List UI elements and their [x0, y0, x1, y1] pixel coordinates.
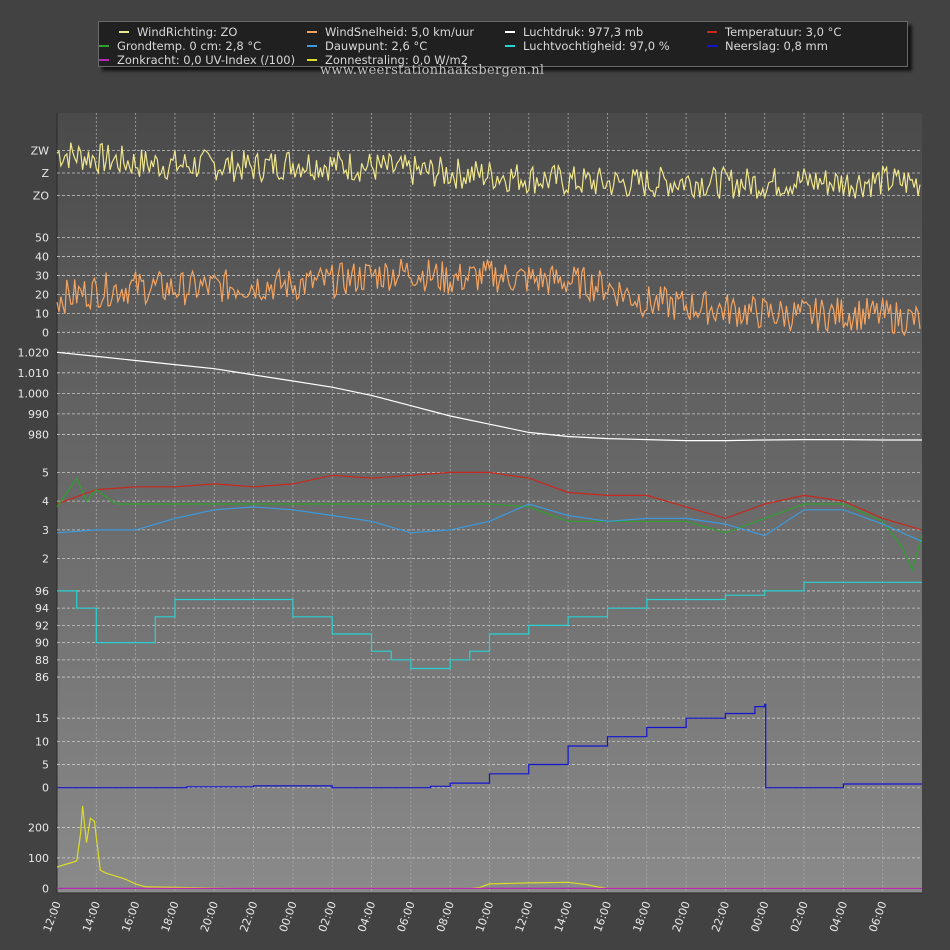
- x-tick-label: 06:00: [866, 900, 889, 934]
- legend-swatch-pressure: [505, 31, 515, 33]
- y-tick-label: 86: [35, 671, 49, 684]
- series-line-temperatuur: [56, 471, 923, 531]
- y-tick-label: 10: [35, 735, 49, 748]
- x-tick-label: 02:00: [788, 900, 811, 934]
- y-tick-label: 4: [42, 495, 49, 508]
- legend-swatch-rain: [707, 45, 717, 47]
- x-tick-label: 14:00: [552, 900, 575, 934]
- legend-label-uv: Zonkracht: 0,0 UV-Index (/100): [117, 53, 296, 67]
- y-tick-label: 200: [28, 821, 49, 834]
- legend-swatch-solar: [307, 59, 317, 61]
- series-line-windrichting: [56, 142, 921, 200]
- y-tick-label: 1.010: [18, 367, 50, 380]
- series-line-windsnelheid: [56, 258, 921, 337]
- x-tick-label: 20:00: [670, 900, 693, 934]
- legend-label-solar: Zonnestraling: 0,0 W/m2: [325, 53, 469, 67]
- legend-label-pressure: Luchtdruk: 977,3 mb: [523, 25, 644, 39]
- y-tick-label: 40: [35, 250, 49, 263]
- y-tick-label: 990: [28, 408, 49, 421]
- y-tick-label: 88: [35, 654, 49, 667]
- y-tick-label: 5: [42, 466, 49, 479]
- x-tick-label: 02:00: [316, 900, 339, 934]
- x-tick-label: 18:00: [631, 900, 654, 934]
- x-tick-label: 04:00: [827, 900, 850, 934]
- x-tick-label: 06:00: [395, 900, 418, 934]
- y-tick-label: ZO: [33, 190, 50, 203]
- y-tick-label: 20: [35, 288, 49, 301]
- y-tick-label: 980: [28, 428, 49, 441]
- y-tick-label: 90: [35, 637, 49, 650]
- x-tick-label: 10:00: [473, 900, 496, 934]
- series-line-zonnestraling: [56, 806, 922, 889]
- x-tick-label: 20:00: [198, 900, 221, 934]
- x-tick-label: 18:00: [159, 900, 182, 934]
- series-line-luchtdruk: [56, 351, 922, 442]
- x-tick-label: 12:00: [513, 900, 536, 934]
- x-tick-label: 08:00: [434, 900, 457, 934]
- x-tick-label: 16:00: [591, 900, 614, 934]
- y-tick-label: 5: [42, 759, 49, 772]
- x-tick-label: 00:00: [748, 900, 771, 934]
- legend-swatch-temp: [707, 31, 717, 33]
- legend-label-humidity: Luchtvochtigheid: 97,0 %: [523, 39, 670, 53]
- y-tick-label: 0: [42, 326, 49, 339]
- legend-swatch-uv: [99, 59, 109, 61]
- y-tick-label: 92: [35, 619, 49, 632]
- legend-swatch-windspeed: [307, 31, 317, 33]
- y-tick-label: ZW: [31, 145, 50, 158]
- legend-swatch-winddir: [119, 31, 129, 33]
- legend-label-windspeed: WindSnelheid: 5,0 km/uur: [325, 25, 475, 39]
- y-tick-label: 94: [35, 602, 49, 615]
- y-tick-label: Z: [41, 167, 49, 180]
- legend-label-dewpoint: Dauwpunt: 2,6 °C: [325, 39, 428, 53]
- y-tick-label: 10: [35, 307, 49, 320]
- x-tick-label: 14:00: [80, 900, 103, 934]
- y-tick-label: 1.020: [18, 346, 50, 359]
- y-tick-label: 96: [35, 585, 49, 598]
- x-tick-label: 04:00: [355, 900, 378, 934]
- x-tick-label: 22:00: [709, 900, 732, 934]
- site-watermark: www.weerstationhaaksbergen.nl: [320, 63, 545, 78]
- x-tick-label: 16:00: [119, 900, 142, 934]
- legend-label-groundtemp: Grondtemp. 0 cm: 2,8 °C: [117, 39, 262, 53]
- series-line-neerslag: [57, 703, 922, 789]
- y-tick-label: 0: [42, 782, 49, 795]
- y-tick-label: 50: [35, 231, 49, 244]
- legend-label-winddir: WindRichting: ZO: [137, 25, 238, 39]
- legend-label-temp: Temperatuur: 3,0 °C: [725, 25, 842, 39]
- x-tick-label: 00:00: [277, 900, 300, 934]
- series-line-grondtemp-0-cm: [56, 476, 923, 572]
- x-tick-label: 12:00: [41, 900, 64, 934]
- x-tick-label: 22:00: [237, 900, 260, 934]
- y-tick-label: 2: [42, 553, 49, 566]
- series-line-luchtvochtigheid: [57, 581, 922, 670]
- legend-swatch-dewpoint: [307, 45, 317, 47]
- y-tick-label: 3: [42, 524, 49, 537]
- series-line-dauwpunt: [56, 503, 923, 542]
- y-tick-label: 1.000: [18, 387, 50, 400]
- y-tick-label: 30: [35, 269, 49, 282]
- y-tick-label: 15: [35, 712, 49, 725]
- legend: WindRichting: ZO WindSnelheid: 5,0 km/uu…: [98, 21, 908, 67]
- legend-swatch-humidity: [505, 45, 515, 47]
- legend-label-rain: Neerslag: 0,8 mm: [725, 39, 828, 53]
- legend-swatch-groundtemp: [99, 45, 109, 47]
- y-tick-label: 0: [42, 882, 49, 895]
- y-tick-label: 100: [28, 852, 49, 865]
